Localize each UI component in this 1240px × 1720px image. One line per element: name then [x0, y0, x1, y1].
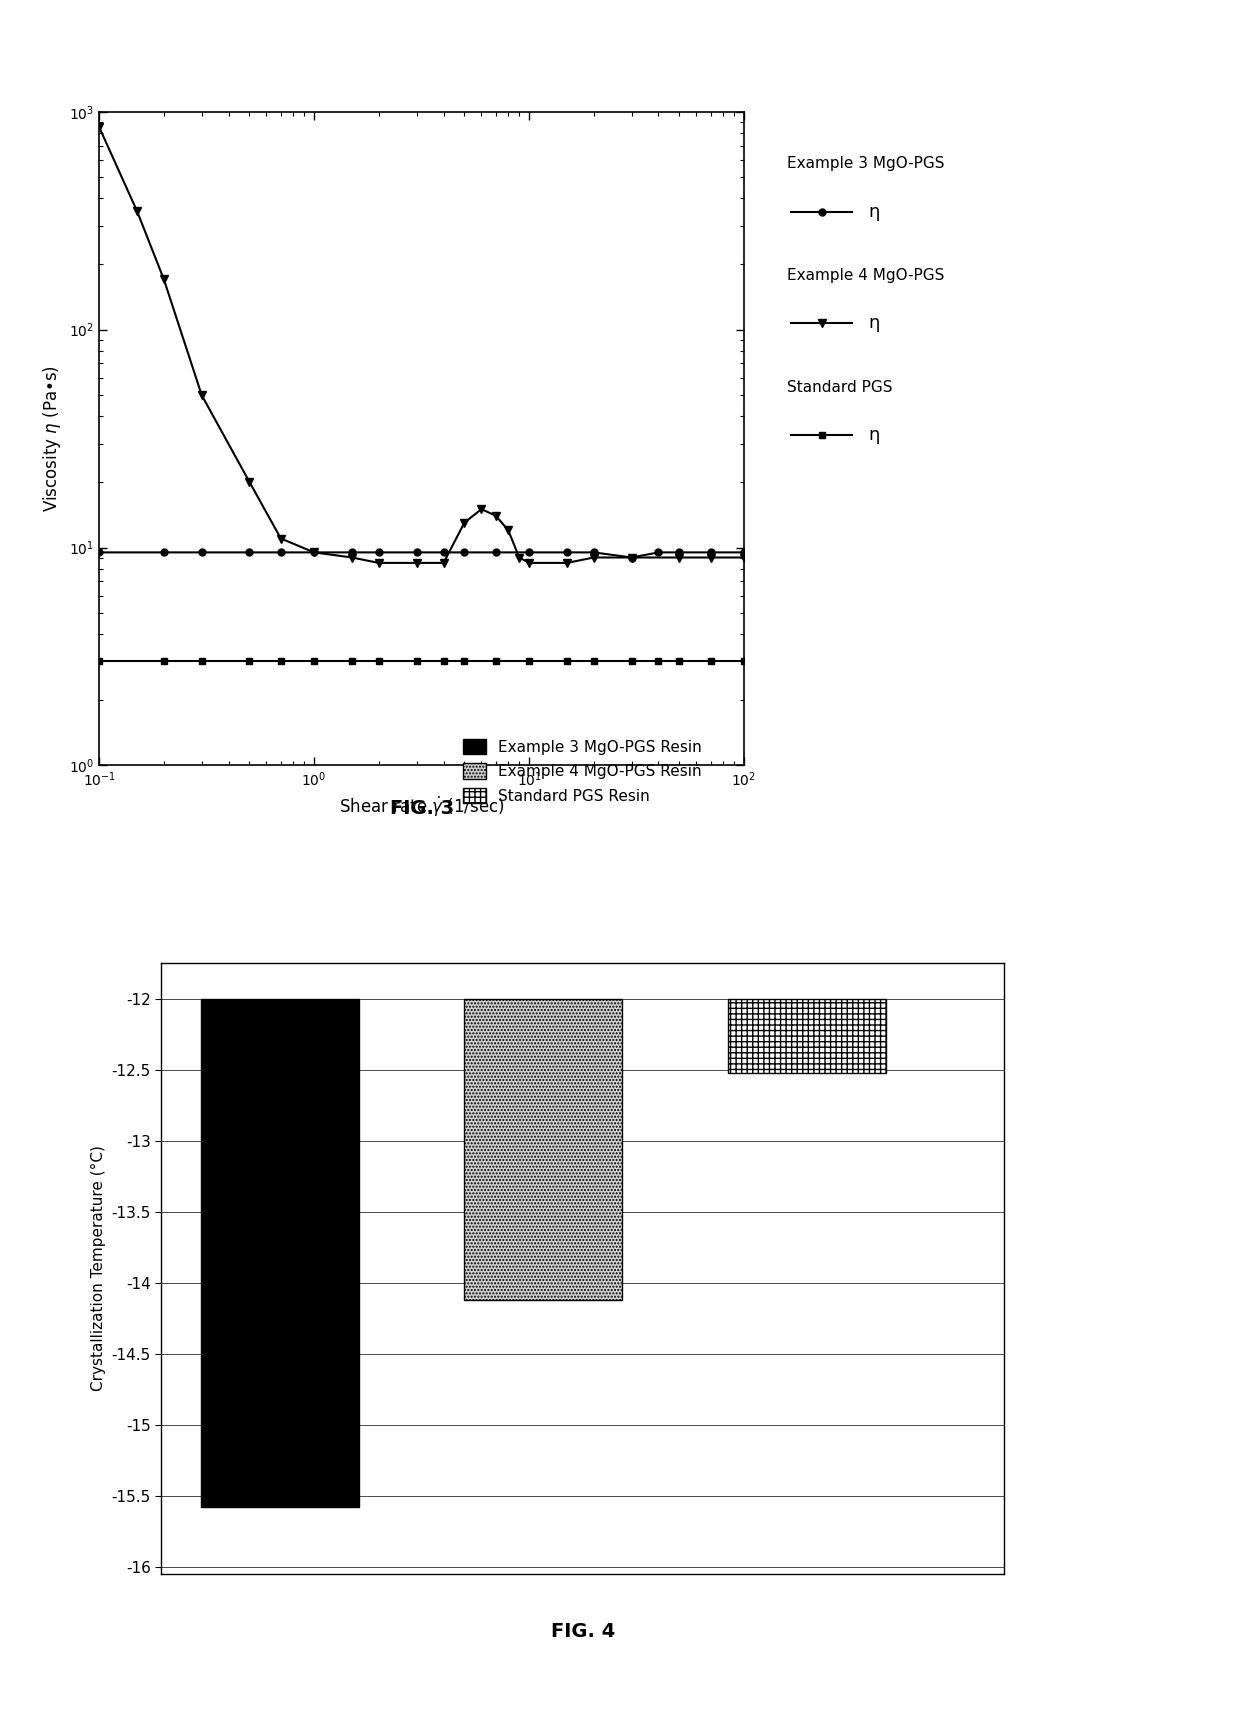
Text: FIG. 3: FIG. 3	[389, 798, 454, 817]
Bar	[464, 999, 622, 1300]
Text: Standard PGS: Standard PGS	[787, 380, 893, 394]
Bar	[728, 999, 885, 1073]
Text: FIG. 4: FIG. 4	[551, 1622, 615, 1641]
Text: η: η	[868, 427, 879, 444]
Y-axis label: Viscosity $\eta$ (Pa•s): Viscosity $\eta$ (Pa•s)	[41, 365, 63, 513]
Text: Example 4 MgO-PGS: Example 4 MgO-PGS	[787, 268, 945, 282]
Y-axis label: Crystallization Temperature (°C): Crystallization Temperature (°C)	[91, 1146, 105, 1391]
Bar	[201, 999, 358, 1507]
Text: η: η	[868, 203, 879, 220]
Text: Example 3 MgO-PGS: Example 3 MgO-PGS	[787, 157, 945, 170]
X-axis label: Shear rate $\dot{\gamma}$ (1/sec): Shear rate $\dot{\gamma}$ (1/sec)	[339, 795, 505, 819]
Legend: Example 3 MgO-PGS Resin, Example 4 MgO-PGS Resin, Standard PGS Resin: Example 3 MgO-PGS Resin, Example 4 MgO-P…	[464, 740, 702, 803]
Text: η: η	[868, 315, 879, 332]
